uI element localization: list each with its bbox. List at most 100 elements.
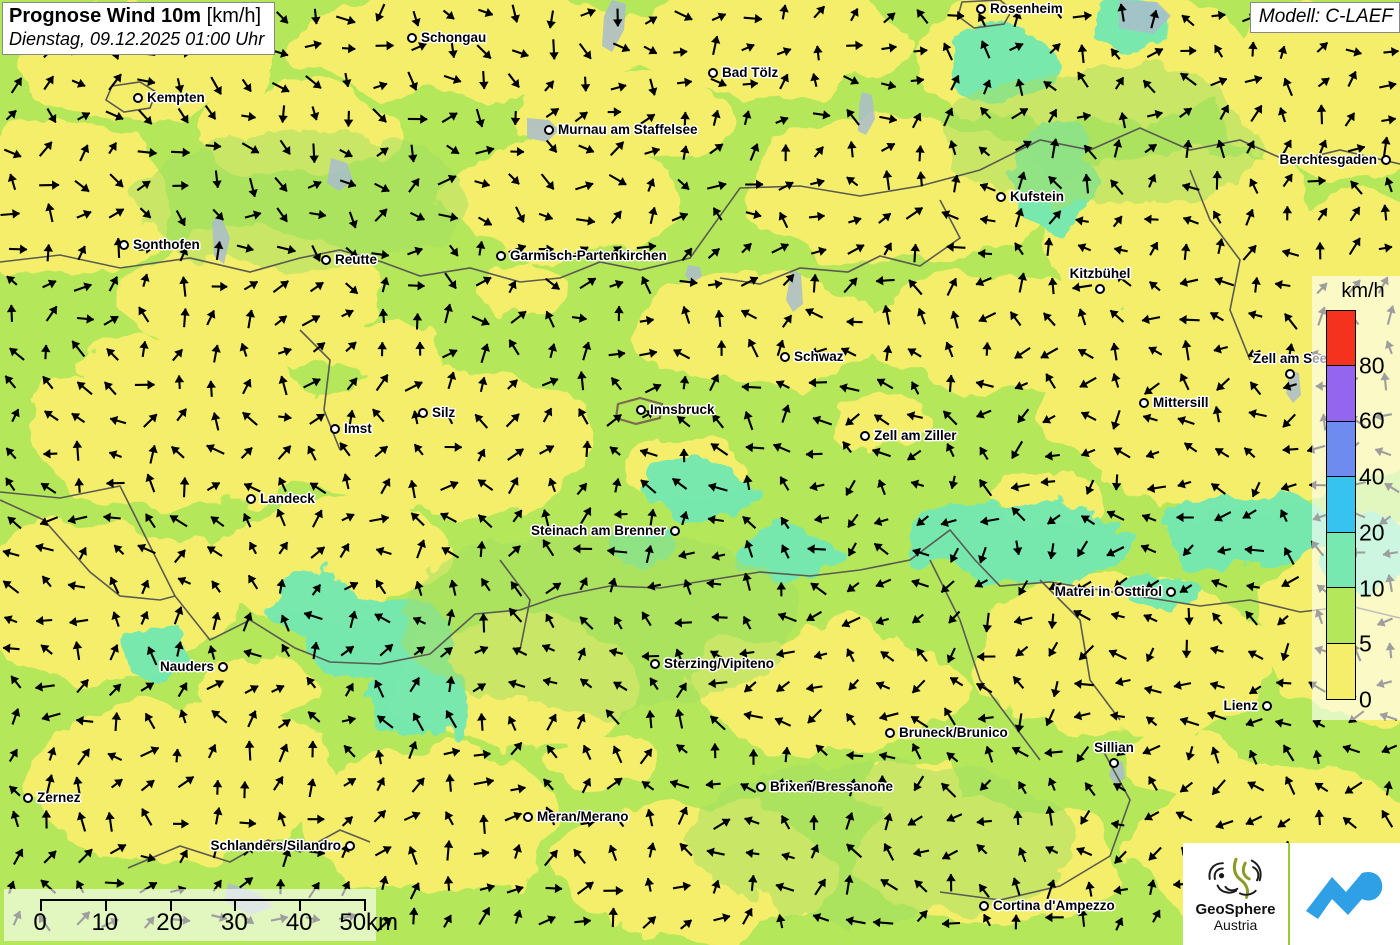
city-dot-icon bbox=[544, 125, 554, 135]
city-label: Bad Tölz bbox=[722, 65, 779, 80]
city-dot-icon bbox=[1285, 369, 1295, 379]
colorbar-segment bbox=[1327, 421, 1355, 478]
scale-tick-label: 0 bbox=[33, 909, 47, 936]
scale-tick-labels: 0 10 20 30 40 50km bbox=[4, 909, 398, 939]
city-label: Landeck bbox=[260, 491, 315, 506]
model-name: Modell: C-LAEF bbox=[1258, 6, 1393, 27]
city-label: Imst bbox=[344, 421, 372, 436]
city-label: Nauders bbox=[159, 659, 214, 674]
title-text: Prognose Wind 10m bbox=[9, 5, 202, 27]
city-label: Zell am Ziller bbox=[874, 428, 957, 443]
partner-logo bbox=[1288, 843, 1400, 945]
city-dot-icon bbox=[218, 662, 228, 672]
city-label: Schwaz bbox=[794, 349, 844, 364]
city-label: Rosenheim bbox=[990, 1, 1063, 16]
city-dot-icon bbox=[321, 255, 331, 265]
city-dot-icon bbox=[1262, 701, 1272, 711]
city-label: Bruneck/Brunico bbox=[899, 725, 1008, 740]
scale-rule bbox=[40, 899, 366, 911]
city-dot-icon bbox=[246, 494, 256, 504]
city-label: Zell am See bbox=[1252, 350, 1328, 366]
colorbar-tick: 0 bbox=[1359, 686, 1372, 713]
geosphere-mark-icon bbox=[1207, 858, 1262, 900]
colorbar-tick: 20 bbox=[1359, 519, 1385, 546]
city-dot-icon bbox=[119, 240, 129, 250]
city-label: Sillian bbox=[1094, 739, 1134, 755]
scale-tick-mark bbox=[40, 899, 42, 911]
colorbar-tick: 80 bbox=[1359, 352, 1385, 379]
scale-tick-mark bbox=[104, 899, 107, 911]
city-dot-icon bbox=[1095, 284, 1105, 294]
colorbar-segment bbox=[1327, 588, 1355, 644]
colorbar-tick: 5 bbox=[1359, 630, 1372, 657]
scale-rule-line bbox=[40, 899, 364, 901]
scale-tick-mark bbox=[299, 899, 302, 911]
city-label: Schongau bbox=[421, 30, 487, 45]
city-dot-icon bbox=[976, 4, 986, 14]
city-dot-icon bbox=[885, 728, 895, 738]
city-dot-icon bbox=[780, 352, 790, 362]
colorbar-tick: 10 bbox=[1359, 575, 1385, 602]
colorbar-segment bbox=[1327, 532, 1355, 589]
colorbar-segment bbox=[1327, 311, 1355, 367]
city-label: Kempten bbox=[147, 90, 205, 105]
city-dot-icon bbox=[133, 93, 143, 103]
city-dot-icon bbox=[496, 251, 506, 261]
colorbar-legend: km/h 80 60 40 20 10 5 0 bbox=[1312, 276, 1400, 720]
city-label: Brixen/Bressanone bbox=[770, 779, 894, 794]
city-label: Steinach am Brenner bbox=[530, 523, 666, 538]
city-label: Innsbruck bbox=[650, 402, 715, 417]
model-label-card: Modell: C-LAEF bbox=[1249, 2, 1400, 33]
city-label: Cortina d'Ampezzo bbox=[993, 898, 1115, 913]
logo-strip: GeoSphere Austria bbox=[1183, 843, 1400, 945]
city-label: Matrei in Osttirol bbox=[1054, 584, 1162, 599]
page-title: Prognose Wind 10m [km/h] bbox=[9, 5, 264, 29]
colorbar-segment bbox=[1327, 643, 1355, 699]
geosphere-wordmark-line2: Austria bbox=[1213, 917, 1258, 934]
city-label: Reutte bbox=[335, 252, 378, 267]
city-label: Garmisch-Partenkirchen bbox=[510, 248, 667, 263]
city-dot-icon bbox=[1381, 155, 1391, 165]
geosphere-austria-logo: GeoSphere Austria bbox=[1183, 843, 1288, 945]
city-dot-icon bbox=[1139, 398, 1149, 408]
scale-tick-label: 30 bbox=[221, 909, 248, 936]
city-label: Sterzing/Vipiteno bbox=[664, 656, 775, 671]
colorbar-unit-label: km/h bbox=[1341, 280, 1385, 302]
colorbar-segment bbox=[1327, 366, 1355, 422]
city-label: Kitzbühel bbox=[1069, 265, 1131, 281]
city-dot-icon bbox=[1109, 758, 1119, 768]
city-dot-icon bbox=[979, 901, 989, 911]
city-dot-icon bbox=[756, 782, 766, 792]
city-dot-icon bbox=[407, 33, 417, 43]
city-dot-icon bbox=[708, 68, 718, 78]
city-dot-icon bbox=[418, 408, 428, 418]
city-label: Zernez bbox=[37, 790, 81, 805]
partner-chevron-icon bbox=[1306, 871, 1383, 919]
city-label: Berchtesgaden bbox=[1279, 152, 1377, 167]
map-title-card: Prognose Wind 10m [km/h] Dienstag, 09.12… bbox=[2, 2, 276, 55]
colorbar-gradient bbox=[1326, 310, 1356, 700]
city-label: Murnau am Staffelsee bbox=[558, 122, 698, 137]
city-dot-icon bbox=[636, 405, 646, 415]
city-label: Meran/Merano bbox=[537, 809, 629, 824]
city-label: Silz bbox=[432, 405, 456, 420]
colorbar-tick: 40 bbox=[1359, 463, 1385, 490]
city-label: Sonthofen bbox=[133, 237, 200, 252]
city-dot-icon bbox=[650, 659, 660, 669]
city-label: Mittersill bbox=[1153, 395, 1209, 410]
city-dot-icon bbox=[23, 793, 33, 803]
scale-tick-mark bbox=[364, 899, 366, 911]
city-dot-icon bbox=[670, 526, 680, 536]
distance-scale-bar: 0 10 20 30 40 50km bbox=[4, 889, 398, 941]
scale-tick-label: 10 bbox=[91, 909, 119, 936]
city-dot-icon bbox=[860, 431, 870, 441]
scale-tick-mark bbox=[169, 899, 172, 911]
city-label: Schlanders/Silandro bbox=[210, 838, 341, 853]
city-dot-icon bbox=[1166, 587, 1176, 597]
city-dot-icon bbox=[523, 812, 533, 822]
city-label: Lienz bbox=[1223, 698, 1258, 713]
city-dot-icon bbox=[996, 192, 1006, 202]
city-label: Kufstein bbox=[1010, 189, 1064, 204]
